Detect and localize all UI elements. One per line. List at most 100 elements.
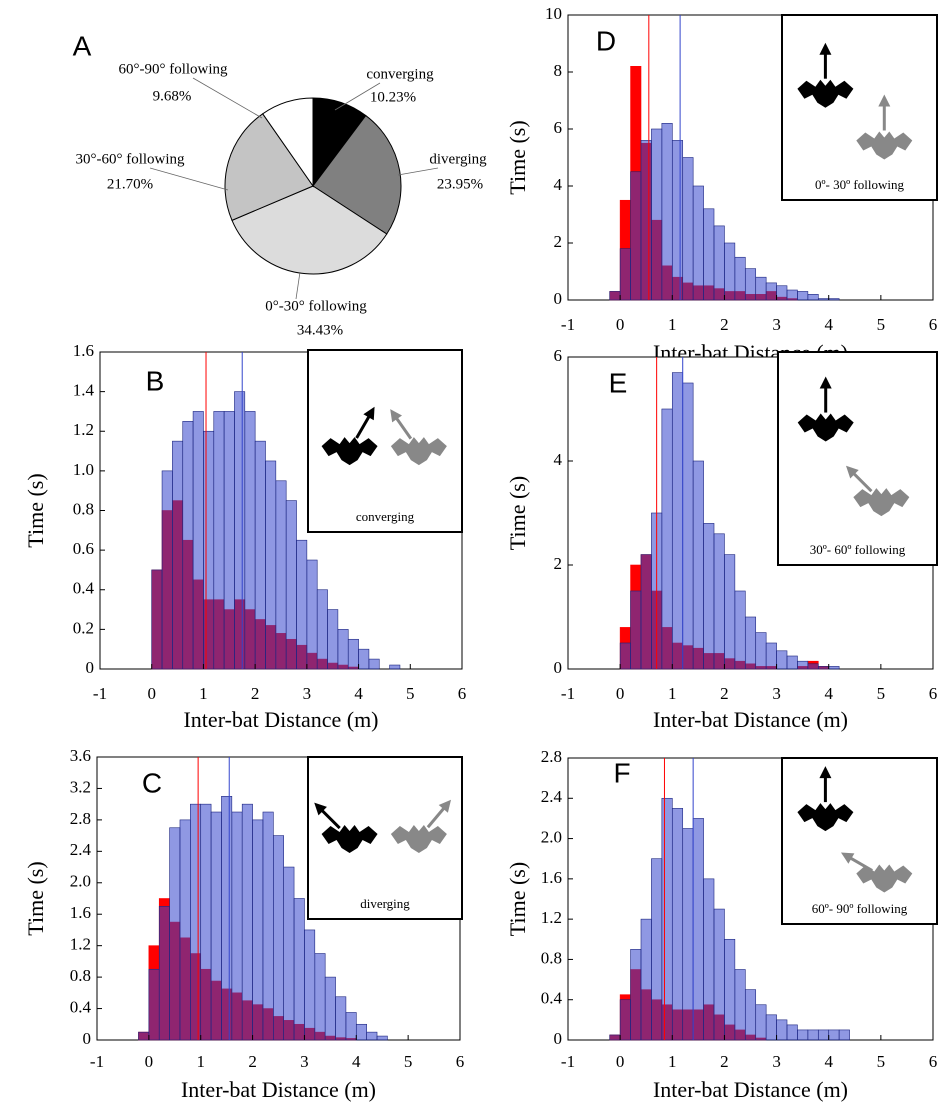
x-tick-label: -1 — [93, 684, 107, 703]
panel-letter: B — [146, 365, 165, 396]
arrow-shaft — [320, 808, 341, 830]
histogram-bar — [327, 609, 339, 670]
x-tick-label: 2 — [720, 684, 729, 703]
panel-letter: C — [142, 767, 162, 798]
pie-slice — [224, 113, 314, 222]
histogram-bar — [661, 123, 673, 301]
histogram-bar — [314, 953, 326, 1041]
histogram-bar — [682, 828, 694, 1041]
slice-percent: 23.95% — [437, 176, 483, 192]
y-tick-label: 6 — [554, 118, 563, 137]
bat-silhouette — [390, 825, 447, 853]
y-tick-label: 2.0 — [70, 872, 91, 891]
histogram-bar — [262, 811, 274, 1041]
histogram-bar — [254, 440, 266, 670]
y-tick-label: 1.4 — [73, 381, 95, 400]
heading-arrow — [840, 852, 873, 872]
histogram-bar — [161, 470, 173, 670]
slice-percent: 10.23% — [370, 89, 416, 105]
y-tick-label: 2.0 — [541, 827, 562, 846]
histogram-bar — [807, 663, 819, 670]
histogram-bar — [713, 908, 725, 1041]
x-tick-label: 5 — [877, 315, 886, 334]
histogram-bar — [755, 276, 767, 301]
x-tick-label: -1 — [561, 1052, 575, 1071]
histogram-bar — [744, 268, 757, 301]
histogram-bar — [724, 938, 736, 1041]
bat-silhouette — [797, 79, 854, 108]
heading-arrow — [426, 799, 452, 829]
bat-silhouette — [390, 437, 447, 466]
arrow-shaft — [394, 416, 413, 440]
inset-label: converging — [356, 509, 415, 524]
y-tick-label: 3.2 — [70, 777, 91, 796]
x-tick-label: 1 — [668, 315, 677, 334]
histogram-bar — [765, 1014, 777, 1041]
histogram-bar — [807, 1029, 819, 1041]
x-tick-label: 1 — [668, 684, 677, 703]
histogram-bar — [734, 969, 746, 1041]
y-tick-label: 2.4 — [541, 787, 563, 806]
inset-label: diverging — [360, 896, 410, 911]
x-tick-label: -1 — [561, 315, 575, 334]
y-axis-title: Time (s) — [505, 476, 530, 550]
y-tick-label: 0.2 — [73, 618, 94, 637]
histogram-bar — [231, 811, 243, 1041]
leader-line — [397, 167, 439, 176]
histogram-bar — [713, 533, 725, 670]
histogram-bar — [347, 638, 359, 670]
histogram-bar — [210, 811, 222, 1041]
histogram-bar — [182, 421, 194, 670]
histogram-bar — [296, 539, 308, 670]
histogram-bar — [630, 590, 642, 670]
x-axis-title: Inter-bat Distance (m) — [653, 707, 848, 732]
y-axis-title: Time (s) — [23, 861, 48, 935]
histogram-bar — [275, 480, 287, 670]
arrow-head — [840, 852, 855, 864]
x-tick-label: 2 — [720, 315, 729, 334]
x-tick-label: 4 — [352, 1052, 361, 1071]
bat-silhouette — [797, 803, 854, 832]
x-tick-label: 3 — [303, 684, 312, 703]
x-tick-label: 5 — [877, 684, 886, 703]
x-axis-title: Inter-bat Distance (m) — [181, 1077, 376, 1102]
histogram-bar — [797, 660, 809, 670]
y-tick-label: 0 — [83, 1029, 92, 1048]
y-tick-label: 1.2 — [541, 908, 562, 927]
bat-silhouette — [853, 488, 910, 517]
x-tick-label: 4 — [824, 1052, 833, 1071]
histogram-bar — [671, 140, 684, 301]
histogram-bar — [221, 796, 233, 1041]
pie-slice — [231, 185, 388, 275]
histogram-bar — [241, 803, 253, 1041]
arrow-shaft — [426, 806, 446, 829]
x-tick-label: 4 — [824, 684, 833, 703]
heading-arrow — [355, 406, 375, 439]
bat-silhouette — [856, 864, 913, 893]
histogram-bar — [651, 128, 663, 301]
x-tick-label: 4 — [824, 315, 833, 334]
histogram-bar — [703, 208, 715, 301]
inset-label: 30º- 60º following — [810, 542, 906, 557]
histogram-bar — [234, 391, 246, 670]
y-tick-label: 4 — [554, 175, 563, 194]
y-tick-label: 1.6 — [73, 341, 94, 360]
slice-percent: 21.70% — [107, 176, 153, 192]
histogram-bar — [661, 408, 673, 670]
histogram-bar — [316, 589, 328, 670]
inset-label: 0º- 30º following — [815, 177, 904, 192]
histogram-bar — [692, 460, 704, 670]
histogram-bar — [376, 1035, 388, 1041]
x-tick-label: 3 — [772, 684, 781, 703]
histogram-bar — [389, 664, 401, 670]
y-tick-label: 0 — [554, 658, 563, 677]
x-tick-label: 0 — [147, 684, 156, 703]
histogram-bar — [817, 298, 830, 301]
y-tick-label: 0 — [554, 289, 563, 308]
slice-label: 60°-90° following — [118, 61, 228, 77]
y-tick-label: 3.6 — [70, 746, 91, 765]
x-tick-label: 6 — [929, 315, 938, 334]
histogram-bar — [640, 918, 652, 1041]
bat-icon — [840, 852, 913, 893]
